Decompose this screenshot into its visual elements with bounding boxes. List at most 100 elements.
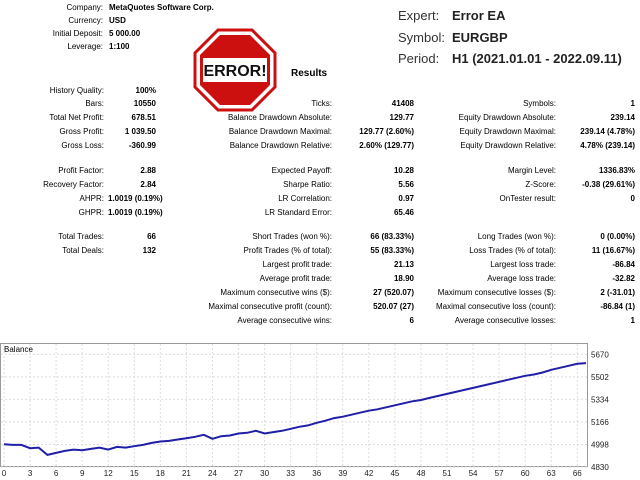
stat-label: Expected Payoff: bbox=[271, 166, 332, 175]
stat-value: 66 bbox=[147, 232, 156, 241]
balance-line bbox=[3, 362, 587, 456]
x-tick-label: 39 bbox=[338, 469, 347, 478]
stat-label: Margin Level: bbox=[507, 166, 556, 175]
stat-value: 678.51 bbox=[131, 113, 156, 122]
stat-label: History Quality: bbox=[49, 86, 104, 95]
y-tick-label: 5334 bbox=[591, 395, 609, 404]
header-label: Currency: bbox=[68, 16, 103, 25]
x-tick-label: 33 bbox=[286, 469, 295, 478]
y-tick-label: 4830 bbox=[591, 463, 609, 472]
stat-label: Long Trades (won %): bbox=[477, 232, 556, 241]
x-tick-label: 66 bbox=[573, 469, 582, 478]
error-stop-sign-icon: ERROR! bbox=[193, 28, 277, 112]
y-tick-label: 5670 bbox=[591, 350, 609, 359]
stat-value: 55 (83.33%) bbox=[370, 246, 414, 255]
stat-label: GHPR: bbox=[78, 208, 104, 217]
stat-label: Maximal consecutive loss (count): bbox=[435, 302, 556, 311]
stat-label: Recovery Factor: bbox=[43, 180, 104, 189]
x-tick-label: 24 bbox=[208, 469, 217, 478]
x-tick-label: 18 bbox=[156, 469, 165, 478]
stat-value: 1 bbox=[630, 99, 635, 108]
stat-label: Maximum consecutive losses ($): bbox=[437, 288, 556, 297]
chart-title: Balance bbox=[4, 345, 33, 354]
x-tick-label: 3 bbox=[28, 469, 33, 478]
stat-label: Balance Drawdown Relative: bbox=[229, 141, 332, 150]
stat-value: 0 bbox=[630, 194, 635, 203]
stat-value: 18.90 bbox=[393, 274, 414, 283]
header-label: Initial Deposit: bbox=[52, 29, 103, 38]
stat-value: 0.97 bbox=[398, 194, 414, 203]
stat-label: Balance Drawdown Absolute: bbox=[227, 113, 332, 122]
stat-value: -86.84 (1) bbox=[600, 302, 635, 311]
stat-label: Profit Trades (% of total): bbox=[243, 246, 332, 255]
stat-value: 4.78% (239.14) bbox=[580, 141, 635, 150]
stat-label: Total Net Profit: bbox=[49, 113, 104, 122]
stat-label: Gross Profit: bbox=[59, 127, 104, 136]
stat-label: Loss Trades (% of total): bbox=[469, 246, 556, 255]
stat-value: 66 (83.33%) bbox=[370, 232, 414, 241]
stat-label: LR Standard Error: bbox=[264, 208, 332, 217]
y-tick-label: 5166 bbox=[591, 418, 609, 427]
stat-value: 1 bbox=[630, 316, 635, 325]
stat-label: AHPR: bbox=[79, 194, 104, 203]
x-tick-label: 60 bbox=[521, 469, 530, 478]
x-tick-label: 54 bbox=[469, 469, 478, 478]
header-value: 1:100 bbox=[109, 42, 130, 51]
stat-value: 1 039.50 bbox=[124, 127, 156, 136]
x-tick-label: 21 bbox=[182, 469, 191, 478]
stat-label: Profit Factor: bbox=[58, 166, 104, 175]
header-value: USD bbox=[109, 16, 126, 25]
stat-label: Ticks: bbox=[311, 99, 332, 108]
stat-value: 132 bbox=[142, 246, 156, 255]
x-tick-label: 0 bbox=[2, 469, 7, 478]
stat-value: 2.60% (129.77) bbox=[359, 141, 414, 150]
stat-value: -32.82 bbox=[612, 274, 635, 283]
stat-value: 10550 bbox=[133, 99, 156, 108]
stat-label: Maximum consecutive wins ($): bbox=[220, 288, 332, 297]
x-tick-label: 12 bbox=[104, 469, 113, 478]
stat-value: 239.14 bbox=[610, 113, 635, 122]
stat-label: Total Trades: bbox=[58, 232, 104, 241]
stat-label: Average loss trade: bbox=[487, 274, 556, 283]
stat-value: 2.84 bbox=[140, 180, 156, 189]
period-label: Period: bbox=[398, 51, 440, 66]
stat-label: OnTester result: bbox=[499, 194, 556, 203]
header-value: 5 000.00 bbox=[109, 29, 141, 38]
stat-label: Equity Drawdown Maximal: bbox=[459, 127, 556, 136]
stat-value: -86.84 bbox=[612, 260, 635, 269]
stat-value: 0 (0.00%) bbox=[600, 232, 635, 241]
stat-label: Average consecutive wins: bbox=[237, 316, 332, 325]
period-value: H1 (2021.01.01 - 2022.09.11) bbox=[452, 51, 622, 66]
stat-value: 11 (16.67%) bbox=[591, 246, 635, 255]
stat-value: 2 (-31.01) bbox=[600, 288, 635, 297]
x-tick-label: 45 bbox=[390, 469, 399, 478]
stat-value: 5.56 bbox=[398, 180, 414, 189]
stat-value: 100% bbox=[135, 86, 156, 95]
stat-label: Total Deals: bbox=[62, 246, 104, 255]
stat-value: 41408 bbox=[391, 99, 414, 108]
stat-label: Symbols: bbox=[523, 99, 556, 108]
stat-value: 129.77 bbox=[389, 113, 414, 122]
stat-label: Z-Score: bbox=[525, 180, 556, 189]
x-tick-label: 9 bbox=[80, 469, 85, 478]
symbol-value: EURGBP bbox=[452, 30, 508, 45]
stat-value: 239.14 (4.78%) bbox=[580, 127, 635, 136]
stat-value: 129.77 (2.60%) bbox=[359, 127, 414, 136]
stat-label: Largest profit trade: bbox=[262, 260, 332, 269]
stat-value: 27 (520.07) bbox=[373, 288, 414, 297]
stat-value: -0.38 (29.61%) bbox=[582, 180, 635, 189]
stat-label: Short Trades (won %): bbox=[252, 232, 332, 241]
x-tick-label: 30 bbox=[260, 469, 269, 478]
stat-value: 65.46 bbox=[393, 208, 414, 217]
symbol-label: Symbol: bbox=[398, 30, 445, 45]
stat-value: 1336.83% bbox=[598, 166, 635, 175]
expert-value: Error EA bbox=[452, 8, 506, 23]
stat-label: Average consecutive losses: bbox=[454, 316, 556, 325]
y-tick-label: 5502 bbox=[591, 373, 609, 382]
stat-label: Maximal consecutive profit (count): bbox=[208, 302, 332, 311]
stat-value: 2.88 bbox=[140, 166, 156, 175]
error-badge-text: ERROR! bbox=[203, 63, 266, 80]
stat-value: 10.28 bbox=[393, 166, 414, 175]
x-tick-label: 42 bbox=[364, 469, 373, 478]
stat-label: Balance Drawdown Maximal: bbox=[228, 127, 332, 136]
